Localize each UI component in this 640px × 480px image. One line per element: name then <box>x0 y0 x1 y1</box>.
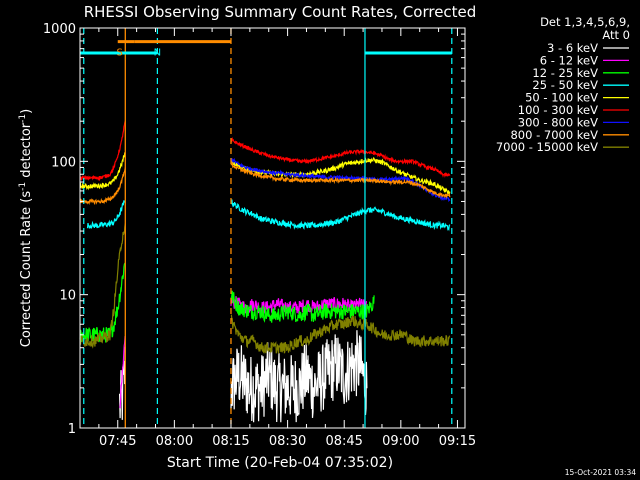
flag-label-0: N <box>154 48 161 59</box>
legend-label-6: 300 - 800 keV <box>518 115 598 129</box>
x-tick-label-2: 08:15 <box>212 434 249 449</box>
plot-area: NS <box>79 28 453 428</box>
y-tick-label-3: 1000 <box>43 22 76 37</box>
series-line-3-seg-0 <box>86 200 126 230</box>
x-tick-label-1: 08:00 <box>156 434 193 449</box>
legend-label-4: 50 - 100 keV <box>525 91 598 105</box>
x-tick-label-3: 08:30 <box>269 434 306 449</box>
plot-frame <box>79 27 466 429</box>
y-axis-label: Corrected Count Rate (s-1 detector-1) <box>18 109 34 347</box>
series-line-2-seg-1 <box>230 290 375 323</box>
x-tick-label-5: 09:00 <box>382 434 419 449</box>
series-line-0-seg-1 <box>230 330 368 423</box>
x-axis-label: Start Time (20-Feb-04 07:35:02) <box>167 455 393 471</box>
x-tick-label-4: 08:45 <box>325 434 362 449</box>
y-axis-label-sup2: -1 <box>18 114 28 123</box>
series-line-1-seg-0 <box>119 335 126 409</box>
series-line-8-seg-0 <box>79 223 126 349</box>
legend-label-1: 6 - 12 keV <box>540 53 598 67</box>
y-axis-label-main: Corrected Count Rate (s <box>19 191 34 348</box>
y-axis-label-end: ) <box>19 109 34 114</box>
series-line-7-seg-0 <box>79 167 126 206</box>
x-tick-label-0: 07:45 <box>99 434 136 449</box>
y-axis-label-mid: detector <box>19 122 34 182</box>
legend-header-line-1: Det 1,3,4,5,6,9, <box>540 15 630 29</box>
y-tick-label-1: 10 <box>59 289 76 304</box>
series-line-6-seg-0 <box>230 157 451 203</box>
series-line-5-seg-1 <box>230 136 451 178</box>
footer-date: 15-Oct-2021 03:34 <box>565 468 636 477</box>
legend-label-3: 25 - 50 keV <box>532 78 598 92</box>
y-axis-label-sup1: -1 <box>18 182 28 191</box>
chart-title: RHESSI Observing Summary Count Rates, Co… <box>84 3 477 21</box>
axes: 07:45 08:00 08:15 08:30 08:45 09:00 09:15 1 10 10… <box>43 22 476 449</box>
series-line-7-seg-1 <box>230 161 451 199</box>
legend-label-8: 7000 - 15000 keV <box>496 140 598 154</box>
series-line-8-seg-1 <box>230 314 451 354</box>
series-line-4-seg-0 <box>79 152 126 191</box>
legend-label-7: 800 - 7000 keV <box>510 128 598 142</box>
legend-label-5: 100 - 300 keV <box>518 103 598 117</box>
legend-header-line-2: Att 0 <box>602 28 630 42</box>
legend-label-0: 3 - 6 keV <box>547 41 598 55</box>
series-line-5-seg-0 <box>79 120 126 182</box>
series-line-3-seg-1 <box>230 199 451 232</box>
x-tick-label-6: 09:15 <box>439 434 476 449</box>
y-tick-label-0: 1 <box>68 422 76 437</box>
series-line-2-seg-0 <box>79 262 126 343</box>
y-tick-label-2: 100 <box>51 155 76 170</box>
flag-label-1: S <box>116 48 122 59</box>
series-line-0-seg-0 <box>119 346 126 420</box>
legend-label-2: 12 - 25 keV <box>532 66 598 80</box>
